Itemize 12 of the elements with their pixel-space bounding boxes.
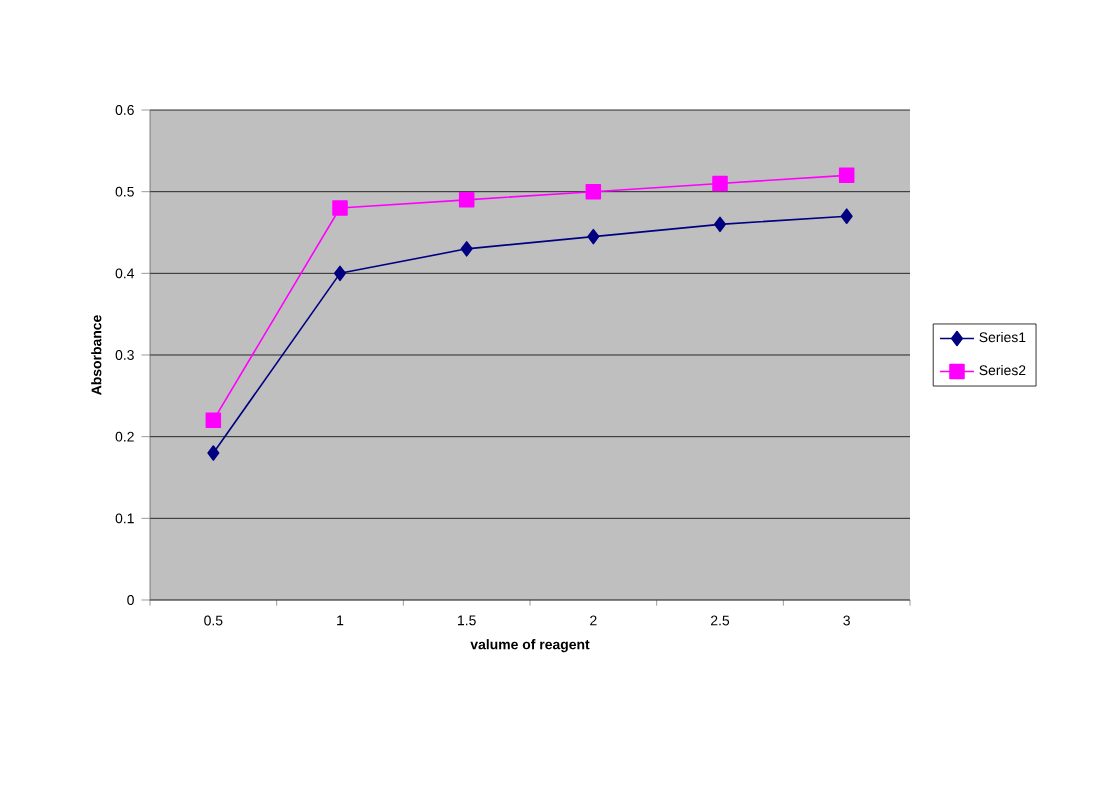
point <box>332 200 348 216</box>
point <box>712 175 728 192</box>
point <box>333 265 347 282</box>
point <box>460 241 473 257</box>
point <box>207 445 220 461</box>
point <box>840 208 853 224</box>
point <box>713 216 727 233</box>
point <box>838 167 855 184</box>
point <box>585 183 602 200</box>
point <box>205 412 222 429</box>
point <box>587 228 600 245</box>
point <box>458 192 475 208</box>
